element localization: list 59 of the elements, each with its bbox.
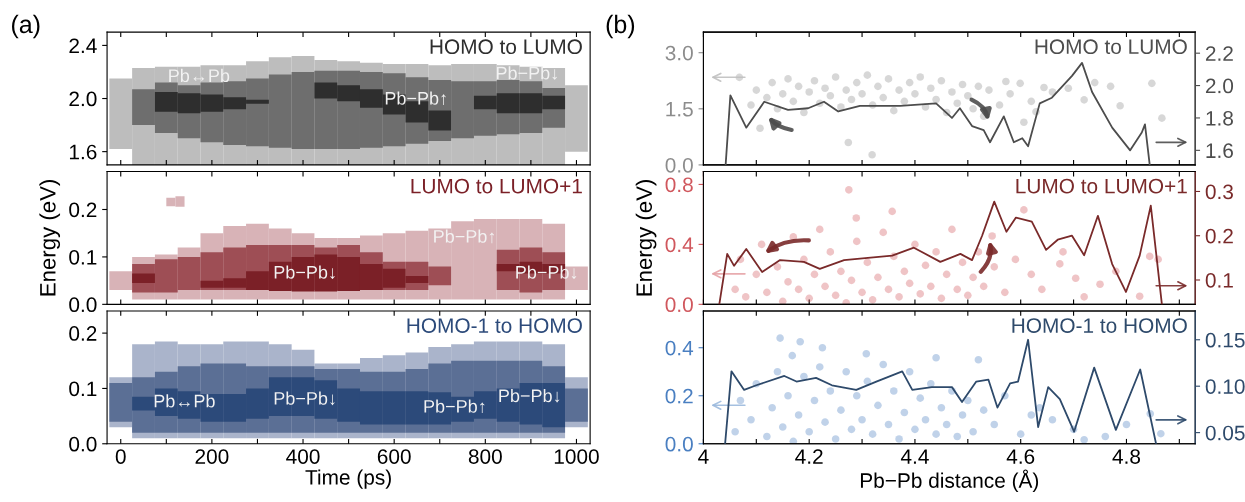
x-tick-label: 4.4 (900, 449, 929, 464)
x-tick-label: 800 (468, 449, 502, 464)
x-tick-label: 1000 (554, 449, 599, 464)
y-tick-label: 2.4 (69, 38, 97, 53)
chart-title: HOMO-1 to HOMO (1012, 318, 1187, 333)
annotation: Pb↔Pb (169, 68, 230, 83)
y2-tick-label: 1.6 (1206, 143, 1233, 159)
x-tick-label: 4 (698, 449, 709, 464)
x-tick-label: 4.8 (1112, 449, 1141, 464)
y-tick-label: 0.8 (665, 177, 693, 193)
y2-tick-label: 1.8 (1206, 110, 1233, 126)
y2-tick-label: 0.3 (1205, 184, 1233, 200)
chart-title: HOMO to LUMO (1035, 39, 1187, 55)
y-tick-label: 0.4 (665, 237, 694, 253)
x-tick-label: 600 (377, 449, 411, 464)
y2-tick-label: 2.2 (1205, 46, 1233, 61)
y-axis-title: Energy (eV) (39, 180, 61, 296)
x-tick-label: 200 (195, 449, 229, 464)
y2-tick-label: 0.05 (1205, 425, 1245, 441)
annotation: Pb−Pb↓ (274, 265, 335, 280)
x-axis-title: Pb−Pb distance (Å) (860, 469, 1039, 492)
chart-title: LUMO to LUMO+1 (411, 178, 582, 194)
chart-title: HOMO to LUMO (430, 39, 582, 55)
y-tick-label: 1.5 (666, 102, 693, 117)
annotation: Pb−Pb↑ (424, 399, 485, 414)
y-tick-label: 0.0 (665, 297, 693, 313)
y-tick-label: 3.0 (665, 45, 693, 61)
y-tick-label: 0.0 (665, 157, 693, 173)
text: (a) (12, 14, 40, 39)
annotation: Pb−Pb↓ (499, 388, 560, 403)
y-tick-label: 0.0 (69, 436, 97, 452)
y-axis-title: Energy (eV) (635, 180, 657, 296)
y-tick-label: 0.0 (665, 436, 693, 452)
x-axis-title: Time (ps) (305, 469, 391, 489)
y-tick-label: 0.4 (665, 340, 694, 356)
annotation: Pb↔Pb (154, 394, 215, 408)
x-tick-label: 4.6 (1006, 449, 1035, 464)
chart-title: HOMO-1 to HOMO (407, 318, 582, 333)
annotation: Pb−Pb↑ (434, 229, 495, 244)
y2-tick-label: 0.2 (1205, 228, 1233, 244)
x-tick-label: 4.2 (795, 449, 823, 464)
y2-tick-label: 0.15 (1205, 332, 1245, 348)
y-tick-label: 0.2 (69, 326, 97, 341)
annotation: Pb−Pb↑ (385, 91, 446, 106)
annotation: Pb−Pb↓ (274, 391, 335, 406)
chart-title: LUMO to LUMO+1 (1016, 178, 1187, 194)
x-tick-label: 0 (115, 449, 126, 464)
y2-tick-label: 0.1 (1205, 273, 1233, 288)
y-tick-label: 0.2 (665, 388, 693, 404)
y-tick-label: 2.0 (69, 91, 97, 107)
text: (b) (606, 14, 635, 39)
x-tick-label: 400 (286, 449, 320, 464)
y-tick-label: 0.0 (69, 297, 97, 313)
y2-tick-label: 2.0 (1205, 78, 1234, 94)
y-tick-label: 0.2 (69, 202, 97, 218)
y-tick-label: 0.1 (69, 249, 97, 265)
y2-tick-label: 0.10 (1205, 379, 1245, 394)
y-tick-label: 0.1 (69, 381, 97, 397)
y-tick-label: 1.6 (69, 144, 97, 160)
